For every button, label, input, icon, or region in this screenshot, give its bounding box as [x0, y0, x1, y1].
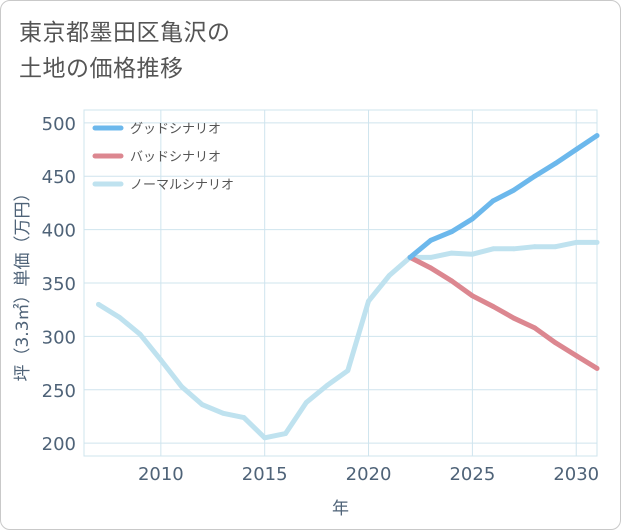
series-0-point-2028: [532, 173, 538, 179]
series-2-point-2031: [594, 240, 600, 245]
series-2-point-2024: [449, 250, 455, 256]
series-1-point-2025: [469, 293, 475, 299]
y-tick-label-450: 450: [42, 167, 76, 188]
x-axis-label: 年: [332, 499, 349, 519]
y-axis-label: 坪（3.3㎡）単価（万円）: [13, 184, 33, 381]
series-2-point-2018: [324, 383, 330, 388]
legend-label-2: ノーマルシナリオ: [130, 178, 234, 193]
series-1-point-2027: [511, 315, 517, 321]
series-2-point-2027: [511, 246, 517, 252]
series-1-point-2030: [573, 353, 579, 359]
x-tick-label-2025: 2025: [449, 464, 495, 485]
series-2-point-2017: [303, 400, 309, 406]
series-2-point-2011: [179, 384, 185, 389]
series-1-point-2029: [553, 340, 558, 346]
series-2-point-2016: [283, 431, 288, 436]
series-2-point-2009: [137, 331, 143, 337]
series-0-point-2029: [553, 160, 558, 166]
series-2-point-2020: [366, 298, 371, 304]
series-1-point-2024: [449, 278, 455, 284]
series-line-1: [407, 254, 600, 371]
series-2-point-2029: [553, 244, 558, 250]
series-0-point-2025: [469, 216, 475, 222]
series-2-point-2010: [158, 357, 164, 363]
chart-title-line-1: 東京都墨田区亀沢の: [19, 20, 231, 46]
y-tick-label-250: 250: [42, 381, 76, 402]
y-tick-label-400: 400: [42, 221, 76, 242]
series-2-point-2021: [386, 273, 392, 278]
series-2-point-2013: [220, 410, 226, 416]
y-tick-label-300: 300: [42, 327, 76, 348]
x-tick-label-2030: 2030: [553, 464, 599, 485]
series-1-point-2028: [532, 325, 538, 331]
series-1-point-2031: [594, 366, 600, 371]
axes: 200 250 300 350 400 450 500 2010 2015 2020 2025 203…: [13, 114, 599, 519]
chart-title: 東京都墨田区亀沢の 土地の価格推移: [19, 15, 439, 87]
x-tick-label-2015: 2015: [242, 464, 288, 485]
grid-lines: [83, 109, 598, 457]
series-2-point-2028: [532, 244, 538, 250]
series-line-2: [96, 239, 600, 441]
series-2-point-2014: [241, 415, 247, 420]
series-1-point-2023: [428, 265, 434, 271]
series-2-point-2007: [96, 301, 101, 307]
series-2-point-2025: [469, 251, 475, 257]
series-2-point-2012: [199, 402, 205, 408]
series-0-point-2030: [573, 147, 579, 152]
series-line-0: [407, 133, 600, 260]
x-tick-label-2020: 2020: [346, 464, 392, 485]
series-0-point-2022: [407, 254, 413, 260]
series-0-point-2024: [449, 229, 455, 235]
series-0-point-2027: [511, 187, 517, 193]
series-2-point-2019: [345, 368, 351, 373]
series-0-point-2031: [594, 133, 600, 139]
series-2-point-2026: [490, 246, 496, 252]
series-2-point-2030: [573, 240, 579, 245]
y-tick-label-500: 500: [42, 114, 76, 135]
series-0-point-2026: [490, 198, 496, 204]
series-0-point-2023: [428, 237, 434, 243]
series-2-point-2015: [262, 435, 268, 441]
x-tick-label-2010: 2010: [138, 464, 184, 485]
series-2-point-2008: [116, 314, 122, 320]
series-2-point-2023: [428, 254, 434, 260]
legend-label-0: グッドシナリオ: [130, 122, 221, 137]
y-tick-label-350: 350: [42, 274, 76, 295]
series-1-point-2026: [490, 304, 496, 309]
y-tick-label-200: 200: [42, 434, 76, 455]
series-lines: [96, 133, 600, 441]
legend-label-1: バッドシナリオ: [130, 150, 221, 165]
chart-title-line-2: 土地の価格推移: [19, 56, 184, 82]
